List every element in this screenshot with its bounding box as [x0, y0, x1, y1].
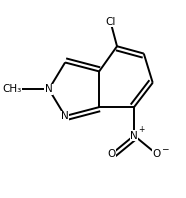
Text: N: N [130, 130, 138, 141]
Text: +: + [139, 125, 145, 134]
Text: N: N [61, 111, 69, 121]
Text: O: O [107, 149, 116, 159]
Text: −: − [161, 144, 168, 153]
Text: N: N [45, 84, 53, 94]
Text: CH₃: CH₃ [3, 84, 22, 94]
Text: O: O [153, 149, 161, 159]
Text: Cl: Cl [105, 17, 116, 27]
